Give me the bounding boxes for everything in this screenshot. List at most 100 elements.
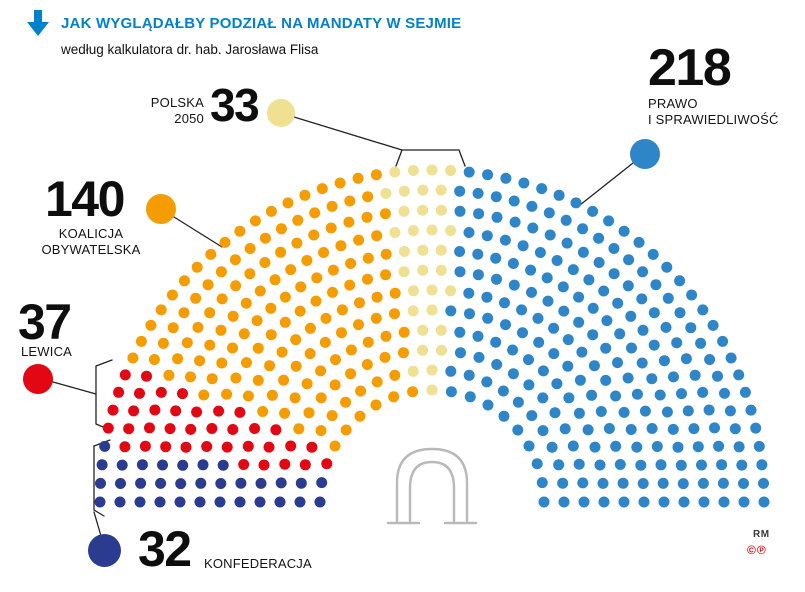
seat-dot xyxy=(136,459,148,471)
seat-dot xyxy=(230,280,242,292)
seat-dot xyxy=(717,335,729,347)
seat-dot xyxy=(598,285,610,297)
seat-dot xyxy=(672,441,684,453)
seat-dot xyxy=(682,405,694,417)
seat-dot xyxy=(614,459,626,470)
seat-dot xyxy=(320,312,332,324)
seat-dot xyxy=(435,184,447,196)
seat-dot xyxy=(157,337,169,349)
seat-dot xyxy=(265,205,277,217)
seat-dot xyxy=(523,440,535,452)
seat-dot xyxy=(736,459,748,471)
seat-dot xyxy=(677,478,689,490)
seat-dot xyxy=(454,205,466,217)
seat-dot xyxy=(674,307,686,319)
seat-dot xyxy=(352,172,364,184)
seat-dot xyxy=(500,319,511,331)
seat-dot xyxy=(276,346,288,358)
seat-dot xyxy=(648,339,660,351)
seat-dot xyxy=(227,424,239,435)
seat-dot xyxy=(148,354,160,365)
seat-dot xyxy=(650,279,662,291)
seat-dot xyxy=(537,365,549,377)
seat-dot xyxy=(553,189,565,201)
seat-dot xyxy=(263,441,275,453)
seat-dot xyxy=(301,255,313,266)
seat-dot xyxy=(252,374,264,386)
seat-dot xyxy=(135,335,147,347)
seat-dot xyxy=(618,406,630,418)
seat-dot xyxy=(647,248,659,260)
seat-dot xyxy=(194,355,206,367)
seat-dot xyxy=(750,422,762,434)
seat-dot xyxy=(588,360,600,372)
legend-value-konfederacja: 32 xyxy=(138,521,192,577)
seat-dot xyxy=(426,284,438,296)
seat-dot xyxy=(238,459,250,470)
seat-dot xyxy=(525,264,537,276)
seat-dot xyxy=(345,258,357,269)
seat-dot xyxy=(380,330,392,342)
seat-dot xyxy=(491,273,502,285)
seat-dot xyxy=(518,177,530,189)
credit-rm: RM xyxy=(753,529,770,540)
seat-dot xyxy=(733,441,745,453)
seat-dot xyxy=(327,264,339,276)
seat-dot xyxy=(254,285,266,297)
seat-dot xyxy=(517,327,528,339)
seat-dot xyxy=(612,297,624,309)
seat-dot xyxy=(240,297,252,309)
seat-dot xyxy=(417,264,429,276)
connector-lewica xyxy=(52,381,97,395)
seat-dot xyxy=(639,405,651,417)
seat-dot xyxy=(370,399,382,411)
seat-dot xyxy=(175,478,187,490)
seat-dot xyxy=(192,321,204,333)
legend-value-polska2050: 33 xyxy=(210,79,260,131)
seat-dot xyxy=(445,225,457,237)
seat-dot xyxy=(407,365,419,377)
seat-dot xyxy=(490,252,502,264)
seat-dot xyxy=(576,346,588,358)
seat-dot xyxy=(215,478,227,489)
seat-dot xyxy=(622,372,634,384)
seat-dot xyxy=(636,357,648,369)
seat-dot xyxy=(587,302,599,314)
seat-dot xyxy=(123,423,135,435)
seat-dot xyxy=(544,229,556,241)
seat-dot xyxy=(472,187,484,199)
seat-dot xyxy=(527,222,539,234)
seat-dot xyxy=(464,391,476,403)
seat-dot xyxy=(516,304,528,316)
seat-dot xyxy=(157,459,168,471)
seat-dot xyxy=(95,477,106,489)
seat-dot xyxy=(389,287,401,299)
seat-dot xyxy=(617,477,629,489)
seat-dot xyxy=(725,352,737,364)
seat-dot xyxy=(285,440,297,452)
seat-dot xyxy=(426,304,438,316)
page-subtitle: według kalkulatora dr. hab. Jarosława Fl… xyxy=(61,42,319,57)
seat-dot xyxy=(551,255,563,266)
seat-dot xyxy=(303,407,315,419)
seat-dot xyxy=(509,216,521,228)
seat-dot xyxy=(692,441,704,453)
seat-dot xyxy=(625,310,637,322)
seat-dot xyxy=(455,347,466,359)
seat-dot xyxy=(354,410,366,422)
seat-dot xyxy=(577,223,589,235)
seat-dot xyxy=(198,389,210,401)
seat-dot xyxy=(149,404,161,416)
seat-dot xyxy=(362,252,374,264)
seat-dot xyxy=(573,291,585,303)
seat-dot xyxy=(234,225,246,237)
seat-dot xyxy=(195,477,207,489)
seat-dot xyxy=(660,321,672,333)
seat-dot xyxy=(601,315,613,327)
seat-dot xyxy=(716,459,728,471)
seat-dot xyxy=(344,279,356,291)
seat-dot xyxy=(553,459,565,471)
seat-dot xyxy=(676,388,687,400)
seat-dot xyxy=(445,305,457,317)
